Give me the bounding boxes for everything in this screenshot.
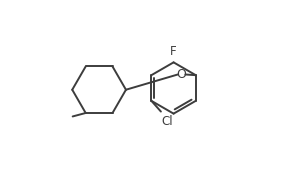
Text: F: F (170, 45, 177, 58)
Text: Cl: Cl (162, 115, 173, 128)
Text: O: O (177, 68, 186, 81)
